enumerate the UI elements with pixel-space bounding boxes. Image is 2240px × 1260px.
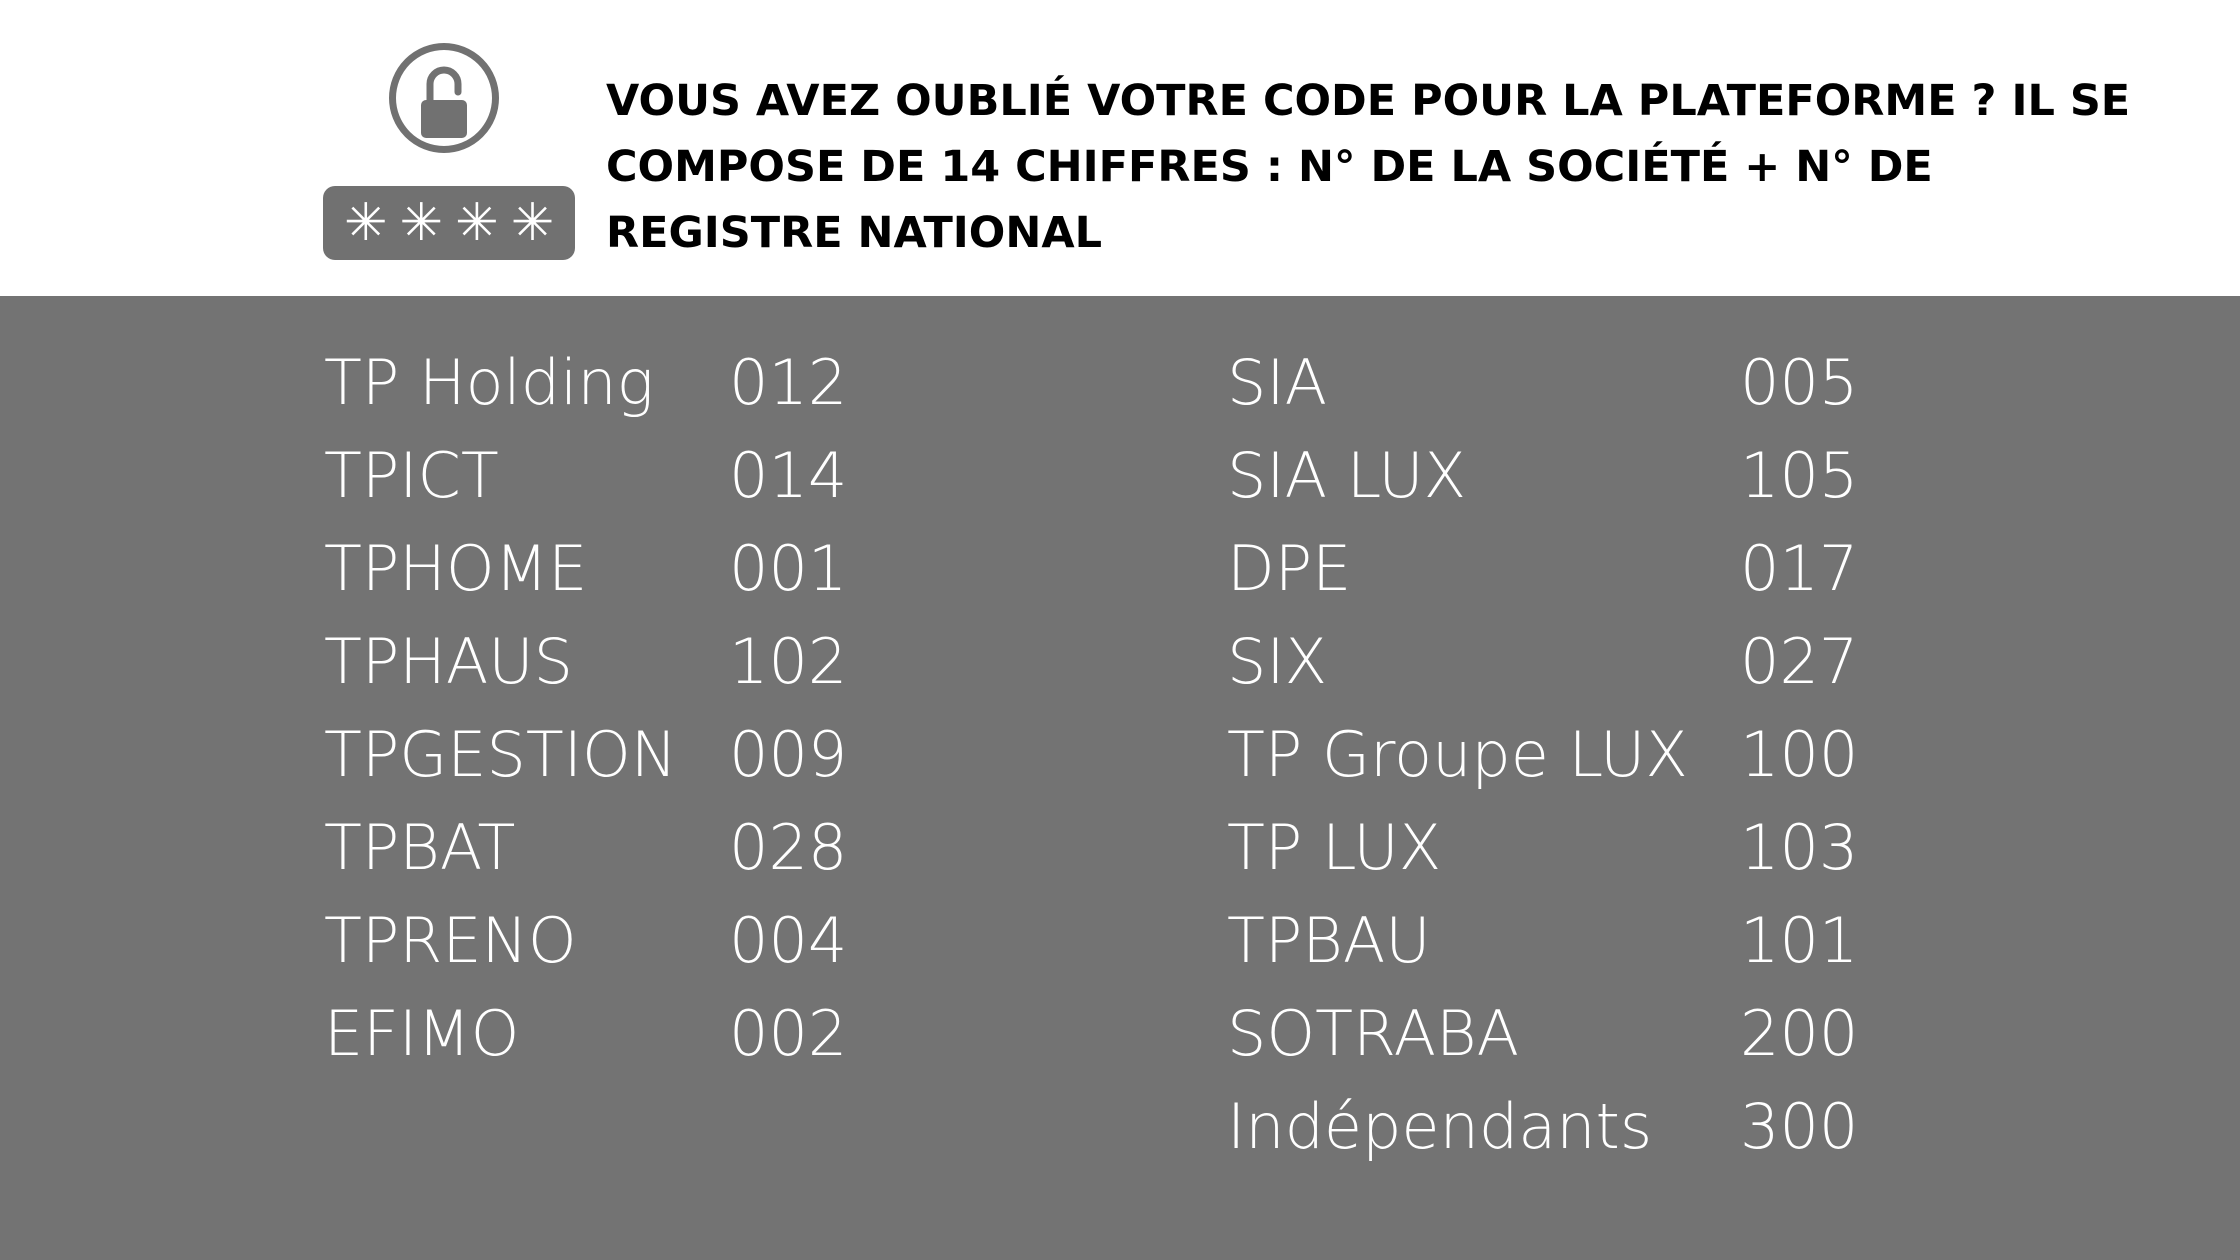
lock-circle-icon (389, 43, 499, 153)
company-name: TP Groupe LUX (1227, 718, 1688, 791)
asterisk-icon: ✳ (510, 193, 555, 253)
header: ✳ ✳ ✳ ✳ VOUS AVEZ OUBLIÉ VOTRE CODE POUR… (0, 0, 2240, 296)
company-code: 105 (1740, 439, 1859, 512)
company-name: TPGESTION (324, 718, 678, 791)
company-code: 100 (1740, 718, 1859, 791)
company-code: 005 (1740, 346, 1859, 419)
company-name: EFIMO (324, 997, 520, 1070)
company-code: 004 (729, 904, 848, 977)
company-code: 002 (729, 997, 848, 1070)
company-code: 014 (729, 439, 848, 512)
company-name: TPICT (324, 439, 499, 512)
company-name: DPE (1227, 532, 1352, 605)
company-name: TPBAT (324, 811, 516, 884)
company-name: TPBAU (1227, 904, 1431, 977)
company-name: Indépendants (1227, 1090, 1653, 1163)
company-name: TPHAUS (324, 625, 574, 698)
company-code: 028 (729, 811, 848, 884)
company-code: 102 (729, 625, 848, 698)
company-name: SIX (1227, 625, 1328, 698)
company-name: SIA LUX (1227, 439, 1467, 512)
asterisk-icon: ✳ (343, 193, 388, 253)
company-name: TP LUX (1227, 811, 1442, 884)
company-code: 027 (1740, 625, 1859, 698)
page-title: VOUS AVEZ OUBLIÉ VOTRE CODE POUR LA PLAT… (606, 76, 2131, 258)
company-code: 300 (1740, 1090, 1859, 1163)
company-name: TPHOME (324, 532, 588, 605)
company-code: 001 (729, 532, 848, 605)
company-name: SOTRABA (1227, 997, 1520, 1070)
company-code: 017 (1740, 532, 1859, 605)
company-name: TP Holding (324, 346, 654, 419)
company-name: SIA (1227, 346, 1328, 419)
padlock-icon (421, 66, 467, 138)
lock-password-icon: ✳ ✳ ✳ ✳ (323, 40, 575, 260)
company-code: 103 (1740, 811, 1859, 884)
asterisk-icon: ✳ (399, 193, 443, 253)
asterisk-icon: ✳ (455, 193, 499, 253)
codes-panel: TP Holding 012 TPICT 014 TPHOME 001 TPHAUS 102 T… (0, 296, 2240, 1260)
company-code: 009 (729, 718, 848, 791)
company-name: TPRENO (324, 904, 577, 977)
company-code: 012 (729, 346, 848, 419)
company-code: 101 (1740, 904, 1859, 977)
company-code: 200 (1740, 997, 1859, 1070)
password-field-icon: ✳ ✳ ✳ ✳ (323, 186, 575, 260)
